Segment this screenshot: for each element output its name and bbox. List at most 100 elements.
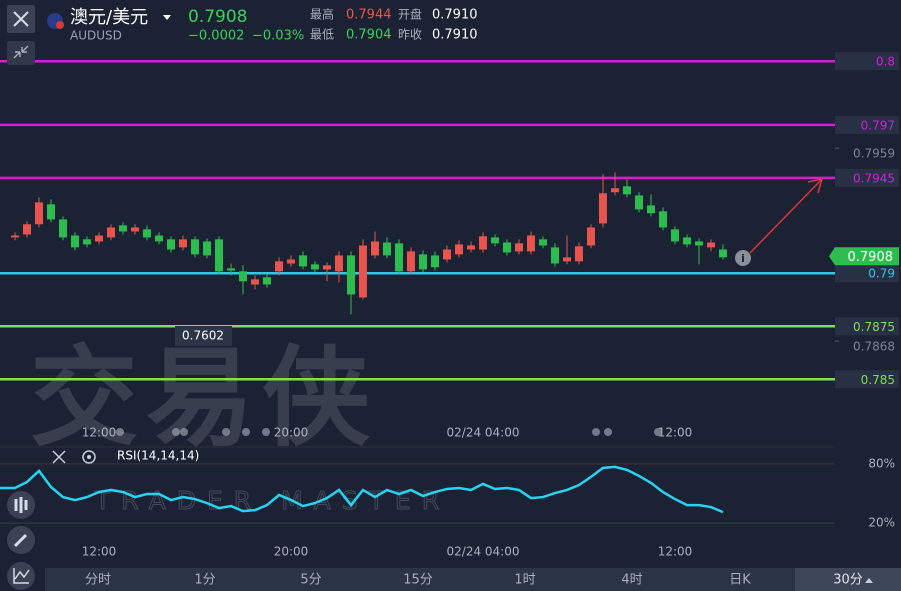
candle-body	[347, 255, 355, 295]
candle-body	[95, 235, 103, 242]
x-tick-label: 02/24 04:00	[447, 426, 520, 440]
candle-body	[191, 239, 199, 255]
candle-body	[275, 261, 283, 272]
last-price-tag	[829, 247, 899, 266]
candle-body	[659, 211, 667, 228]
close-icon	[13, 11, 29, 27]
candle-body	[179, 239, 187, 248]
stat-label: 最高	[310, 7, 334, 22]
candle-body	[707, 242, 715, 248]
symbol-code: AUDUSD	[70, 29, 122, 43]
timeframe-bar	[45, 568, 901, 591]
candle-body	[335, 255, 343, 272]
candle-body	[455, 244, 463, 255]
tool-icon	[13, 568, 30, 584]
stat-value: 0.7910	[432, 28, 478, 43]
candle-body	[599, 193, 607, 224]
collapse-button[interactable]	[7, 41, 35, 65]
candle-body	[131, 227, 139, 232]
candle-body	[155, 235, 163, 242]
y-tick-label: 0.7959	[853, 147, 895, 161]
change-pct: −0.03%	[252, 29, 304, 44]
candle-body	[443, 249, 451, 260]
stat-value: 0.7944	[346, 8, 392, 23]
annotation: 0.7602	[182, 329, 224, 343]
timeframe-tab[interactable]: 5分	[300, 573, 321, 588]
annotation-box	[175, 326, 232, 346]
y-tick-label: 80%	[868, 456, 895, 470]
info-icon[interactable]	[735, 250, 751, 266]
watermark-text: TRADER MASTER	[94, 486, 450, 515]
x-tick-label: 12:00	[82, 426, 117, 440]
rsi-close[interactable]	[52, 450, 66, 464]
candle-body	[647, 205, 655, 214]
candle-body	[251, 279, 259, 285]
candle-body	[671, 229, 679, 242]
candle-body	[107, 227, 115, 238]
collapse-icon	[13, 45, 29, 59]
candle-body	[503, 242, 511, 253]
stat-label: 开盘	[398, 7, 422, 22]
stat-label: 昨收	[398, 28, 422, 42]
candle-body	[23, 224, 31, 235]
price: 0.7908	[188, 7, 247, 27]
change: −0.0002	[188, 29, 244, 44]
level-label-box	[835, 264, 899, 283]
candle-body	[143, 229, 151, 238]
rsi-settings[interactable]	[82, 450, 96, 464]
tool-icon	[14, 497, 28, 513]
symbol-dropdown[interactable]	[163, 15, 171, 20]
header: 澳元/美元 AUDUSD 0.7908 −0.0002 −0.03% 最高 0.…	[7, 5, 478, 65]
candle-body	[371, 241, 379, 256]
event-marker	[592, 428, 600, 436]
timeframe-tab[interactable]: 15分	[403, 573, 433, 588]
timeframe-tab[interactable]: 日K	[729, 573, 751, 588]
candle-body	[359, 245, 367, 298]
candle-body	[11, 235, 19, 238]
candle-body	[479, 236, 487, 250]
candle-body	[515, 243, 523, 252]
symbol-name: 澳元/美元	[70, 7, 148, 28]
candle-body	[719, 249, 727, 258]
candle-body	[611, 188, 619, 193]
tool-button[interactable]	[7, 562, 35, 590]
candle-body	[527, 235, 535, 252]
level-label: 0.79	[868, 267, 895, 281]
candle-body	[83, 239, 91, 245]
timeframe-tab[interactable]: 30分	[833, 573, 863, 588]
candle-body	[539, 239, 547, 246]
event-marker	[604, 428, 612, 436]
candle-body	[35, 202, 43, 225]
candle-body	[431, 255, 439, 268]
timeframe-tab[interactable]: 1时	[514, 573, 535, 588]
candle-body	[383, 242, 391, 256]
candle-body	[203, 241, 211, 256]
timeframe-tab[interactable]: 4时	[621, 573, 642, 588]
level-label: 0.8	[876, 55, 895, 69]
candle-body	[407, 251, 415, 272]
level-label-box	[835, 317, 899, 336]
candle-body	[323, 265, 331, 270]
candle-body	[71, 235, 79, 248]
event-marker	[222, 428, 230, 436]
x-tick-label: 12:00	[82, 545, 117, 559]
y-tick-label: 0.7868	[853, 340, 895, 354]
tool-icon	[13, 533, 28, 548]
candle-body	[695, 241, 703, 246]
timeframe-tab[interactable]: 1分	[194, 573, 215, 588]
candle-body	[491, 237, 499, 244]
event-marker	[180, 428, 188, 436]
timeframe-tab[interactable]: 分时	[85, 573, 111, 588]
candle-body	[239, 271, 247, 282]
trend-arrow: i	[735, 178, 824, 266]
stat-value: 0.7910	[432, 8, 478, 23]
rsi-toolbar	[7, 450, 96, 590]
y-tick-label: 20%	[868, 516, 895, 530]
rsi-line	[0, 465, 724, 514]
level-label: 0.7945	[853, 171, 895, 185]
candle-body	[227, 268, 235, 271]
candle-body	[563, 257, 571, 262]
arrow-head	[807, 178, 824, 194]
